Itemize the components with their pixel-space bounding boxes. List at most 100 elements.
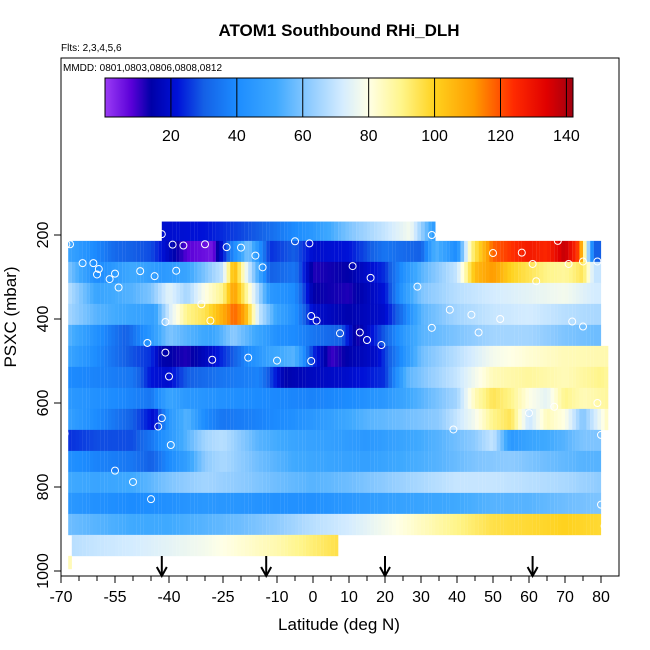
heatmap-cell [284,261,288,284]
heatmap-cell [259,303,263,326]
heatmap-cell [151,366,155,389]
heatmap-cell [255,366,260,389]
heatmap-cell [118,429,123,452]
heatmap-cell [201,324,206,347]
heatmap-cell [287,534,292,557]
heatmap-cell [485,492,490,515]
heatmap-cell [104,366,108,389]
heatmap-cell [363,492,368,515]
heatmap-cell [417,408,422,431]
heatmap-cell [453,240,458,263]
heatmap-cell [233,408,238,431]
heatmap-cell [125,240,130,263]
heatmap-cell [107,240,112,263]
heatmap-cell [111,282,116,305]
heatmap-cell [208,324,213,347]
heatmap-cell [147,303,152,326]
heatmap-cell [500,366,504,389]
heatmap-cell [529,513,533,536]
heatmap-cell [334,387,339,410]
heatmap-cell [536,282,540,305]
heatmap-cell [176,303,180,326]
heatmap-cell [377,240,382,263]
heatmap-cell [212,471,216,494]
heatmap-cell [316,324,321,347]
heatmap-cell [136,450,141,473]
heatmap-cell [259,240,263,263]
heatmap-cell [169,471,173,494]
heatmap-cell [475,261,479,284]
heatmap-cell [298,303,303,326]
heatmap-cell [453,282,458,305]
heatmap-cell [122,345,126,368]
heatmap-cell [68,429,72,452]
heatmap-cell [536,345,540,368]
heatmap-cell [561,492,566,515]
heatmap-cell [370,303,375,326]
heatmap-cell [532,366,537,389]
heatmap-cell [338,366,342,389]
heatmap-cell [226,492,231,515]
heatmap-cell [190,387,195,410]
heatmap-cell [284,387,288,410]
heatmap-cell [370,450,375,473]
heatmap-cell [496,408,501,431]
heatmap-cell [349,387,353,410]
heatmap-cell [453,513,458,536]
heatmap-cell [367,513,371,536]
heatmap-cell [262,366,267,389]
heatmap-cell [442,366,447,389]
observation-circle [528,259,537,268]
heatmap-cell [133,513,137,536]
heatmap-cell [442,408,447,431]
heatmap-cell [259,429,263,452]
heatmap-cell [431,282,436,305]
heatmap-cell [485,387,490,410]
heatmap-cell [331,261,335,284]
heatmap-cell [539,324,544,347]
heatmap-cell [284,450,288,473]
heatmap-cell [305,429,310,452]
heatmap-cell [583,429,587,452]
heatmap-cell [143,429,148,452]
heatmap-cell [241,366,245,389]
heatmap-cell [377,492,382,515]
heatmap-cell [385,221,389,242]
heatmap-cell [176,261,180,284]
heatmap-cell [449,513,454,536]
heatmap-cell [370,345,375,368]
heatmap-cell [154,450,159,473]
heatmap-cell [298,471,303,494]
heatmap-cell [467,387,472,410]
heatmap-cell [464,324,468,347]
heatmap-cell [86,303,90,326]
heatmap-cell [356,429,360,452]
heatmap-cell [367,471,371,494]
heatmap-cell [521,450,526,473]
heatmap-cell [122,366,126,389]
heatmap-cell [597,429,602,452]
heatmap-cell [514,450,519,473]
heatmap-cell [154,303,159,326]
heatmap-cell [561,366,566,389]
heatmap-cell [489,261,494,284]
heatmap-cell [593,261,598,284]
heatmap-cell [439,492,443,515]
heatmap-cell [147,534,152,557]
heatmap-cell [356,303,360,326]
heatmap-cell [161,492,166,515]
heatmap-cell [151,345,155,368]
heatmap-cell [309,221,314,242]
heatmap-cell [464,408,468,431]
heatmap-cell [593,303,598,326]
heatmap-cell [503,240,508,263]
heatmap-cell [241,303,245,326]
heatmap-cell [374,366,378,389]
heatmap-cell [244,387,249,410]
heatmap-cell [370,513,375,536]
heatmap-cell [165,303,170,326]
heatmap-cell [219,303,224,326]
heatmap-cell [478,387,483,410]
heatmap-cell [557,345,562,368]
heatmap-cell [273,492,278,515]
